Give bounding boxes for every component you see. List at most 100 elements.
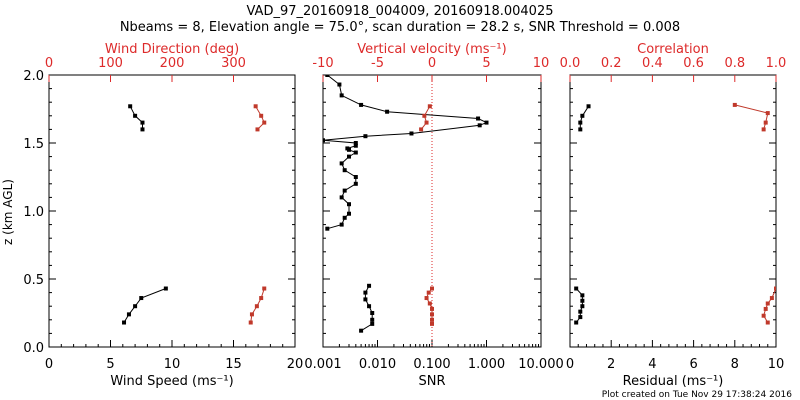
x-tick-label-snr: 0.100 [413,357,450,372]
data-point-snr [424,296,429,301]
x-tick-label-residual: 4 [648,357,656,372]
data-point-snr [325,75,330,77]
data-point-residual [774,286,776,291]
data-point-snr [363,290,368,295]
data-point-snr [342,168,347,173]
data-point-wind [133,304,138,309]
x-tick-label-residual: 2 [607,357,615,372]
x-top-tick-label-snr: -5 [371,56,384,71]
data-point-snr [419,127,424,132]
data-point-snr [342,215,347,220]
x-top-tick-label-snr: 10 [533,56,550,71]
x-top-tick-label-residual: 0.0 [560,56,581,71]
data-point-residual [732,102,737,107]
data-point-residual [769,296,774,301]
data-point-residual [580,298,585,303]
data-point-snr [339,195,344,200]
data-point-residual [586,104,591,109]
data-point-snr [337,82,342,87]
data-point-snr [484,120,489,125]
series-line-wind-0 [129,106,143,130]
data-point-wind [248,320,253,325]
data-point-snr [359,102,364,107]
data-point-snr [363,297,368,302]
data-point-snr [339,222,344,227]
data-point-residual [578,309,583,314]
data-layer-residual [574,102,776,325]
data-point-snr [345,146,350,151]
data-point-snr [353,150,358,155]
data-point-residual [580,304,585,309]
data-point-wind [259,296,264,301]
data-point-snr [363,134,368,139]
data-point-snr [477,123,482,128]
data-point-residual [763,306,768,311]
x-top-tick-label-wind: 200 [160,56,185,71]
y-tick-label: 1.0 [23,205,44,220]
panel-residual: 0 2 4 6 8 10 0.0 0.2 0.4 0.6 0.8 1.0 Residual (ms⁻¹)… [560,42,787,389]
y-tick-label: 2.0 [23,69,44,84]
data-point-snr [323,138,325,143]
x-tick-label-snr: 0.010 [359,357,396,372]
data-point-snr [353,175,358,179]
series-line-snr-2 [420,106,431,130]
data-point-residual [578,315,583,320]
x-top-tick-label-residual: 0.6 [683,56,704,71]
data-point-residual [765,301,770,306]
data-point-wind [259,113,264,118]
data-point-snr [347,211,352,216]
data-point-snr [347,202,352,207]
y-tick-label: 1.5 [23,137,44,152]
x-top-axis-label-wind: Wind Direction (deg) [105,42,239,57]
data-point-wind [122,320,127,325]
data-point-snr [370,321,375,326]
data-point-snr [370,317,375,322]
x-tick-label-snr: 0.001 [304,357,341,372]
x-tick-label-wind: 0 [45,357,53,372]
data-point-residual [574,286,579,291]
y-tick-label: 0.0 [23,341,44,356]
data-point-residual [761,313,766,318]
data-point-snr [427,104,432,109]
plot-created-footer: Plot created on Tue Nov 29 17:38:24 2016 [602,390,792,400]
data-point-residual [580,113,585,118]
x-tick-label-residual: 6 [689,357,697,372]
data-point-snr [370,311,375,315]
figure-title-line1: VAD_97_20160918_004009, 20160918.004025 [247,4,554,19]
x-tick-label-residual: 8 [731,357,739,372]
data-point-snr [430,321,434,326]
x-top-tick-label-residual: 0.4 [642,56,663,71]
y-tick-label: 0.5 [23,273,44,288]
x-tick-label-wind: 15 [225,357,242,372]
x-tick-label-wind: 20 [287,357,304,372]
x-top-tick-label-wind: 0 [45,56,53,71]
x-top-tick-label-wind: 300 [221,56,246,71]
panel-snr: 0.001 0.010 0.100 1.000 10.000 -10 -5 0 5 10 SNR Ve… [304,42,563,389]
data-point-snr [427,301,432,306]
data-point-snr [422,113,427,118]
x-tick-label-wind: 10 [164,357,181,372]
data-point-snr [430,312,434,317]
data-point-residual [574,320,579,325]
data-point-snr [353,141,358,145]
series-line-residual-0 [579,106,589,130]
figure-title-line2: Nbeams = 8, Elevation angle = 75.0°, sca… [120,20,680,35]
data-point-snr [426,290,431,295]
data-point-residual [761,127,766,132]
data-point-snr [339,161,344,166]
data-point-snr [325,226,330,231]
data-layer-snr [323,75,489,333]
series-line-wind-2 [255,106,265,130]
x-tick-label-residual: 0 [566,357,574,372]
data-point-snr [367,283,372,288]
x-top-tick-label-residual: 0.2 [601,56,622,71]
data-point-residual [578,127,583,132]
x-top-tick-label-residual: 0.8 [724,56,745,71]
data-point-snr [339,93,344,98]
data-point-residual [765,111,770,116]
data-point-snr [424,120,429,125]
data-point-wind [249,312,254,317]
data-point-wind [253,104,258,109]
data-point-wind [133,113,138,118]
